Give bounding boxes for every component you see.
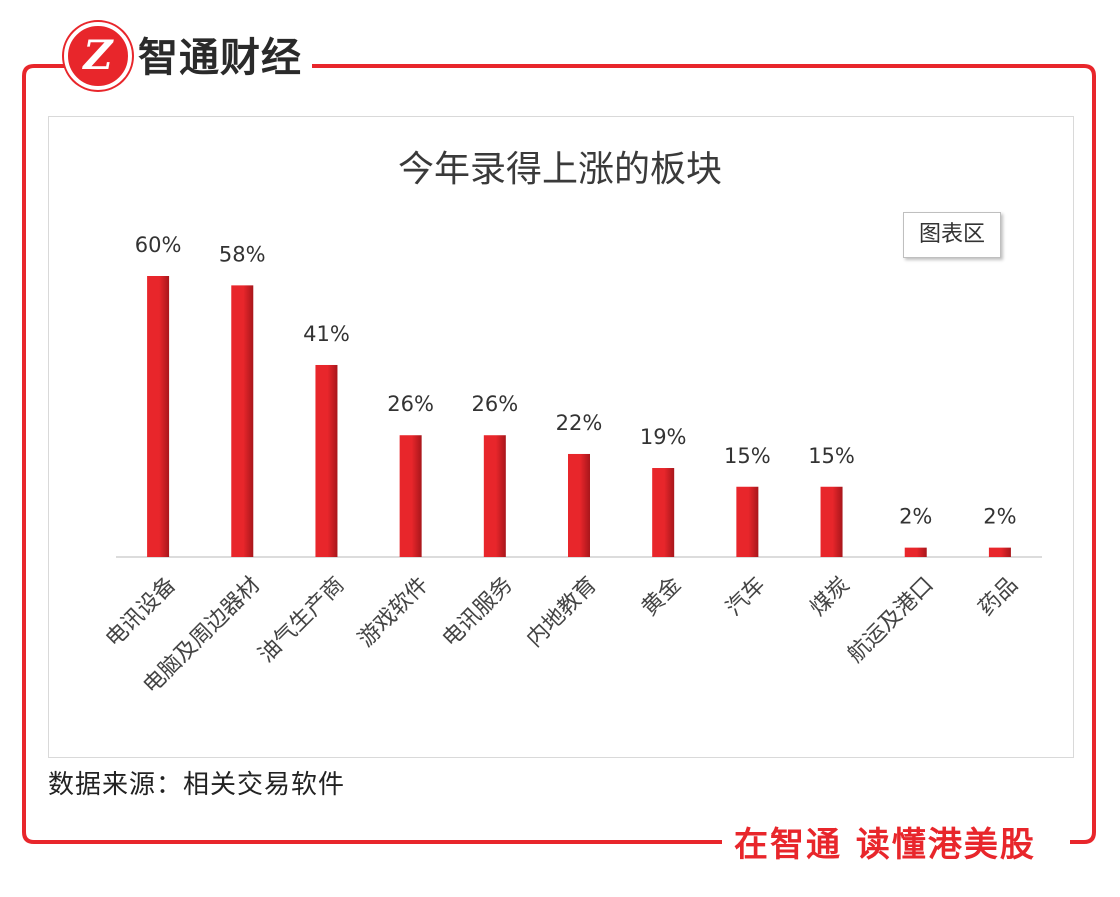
- category-label-6: 内地教育: [522, 572, 602, 652]
- category-label-1: 电讯设备: [101, 572, 181, 652]
- category-label-9: 煤炭: [806, 572, 855, 621]
- data-label-5: 26%: [471, 392, 518, 416]
- chart-area-button[interactable]: 图表区: [903, 212, 1001, 258]
- slogan: 在智通 读懂港美股: [722, 820, 1050, 870]
- bar-7[interactable]: [652, 468, 675, 557]
- logo-mark-icon: Z: [83, 32, 113, 79]
- bar-8[interactable]: [736, 486, 759, 557]
- data-label-8: 15%: [724, 444, 771, 468]
- bar-6[interactable]: [568, 453, 590, 557]
- bar-1[interactable]: [147, 276, 170, 557]
- category-label-4: 游戏软件: [354, 572, 434, 652]
- bar-3[interactable]: [315, 364, 338, 557]
- bar-4[interactable]: [399, 435, 422, 557]
- brand-name: 智通财经: [134, 30, 312, 86]
- data-label-1: 60%: [135, 233, 182, 257]
- bar-10[interactable]: [904, 547, 927, 557]
- bar-9[interactable]: [820, 486, 843, 557]
- data-label-6: 22%: [556, 411, 603, 435]
- data-label-3: 41%: [303, 322, 350, 346]
- brand-logo: Z: [64, 22, 132, 90]
- bar-11[interactable]: [988, 547, 1011, 557]
- category-label-11: 药品: [974, 572, 1023, 621]
- data-label-4: 26%: [387, 392, 434, 416]
- category-label-10: 航运及港口: [843, 572, 938, 667]
- category-label-5: 电讯服务: [438, 572, 518, 652]
- data-label-10: 2%: [899, 505, 932, 529]
- data-label-7: 19%: [640, 425, 687, 449]
- chart-title: 今年录得上涨的板块: [397, 149, 722, 190]
- bar-5[interactable]: [483, 435, 506, 557]
- category-label-3: 油气生产商: [254, 572, 349, 667]
- data-label-11: 2%: [983, 505, 1016, 529]
- data-label-2: 58%: [219, 242, 266, 266]
- source-note: 数据来源：相关交易软件: [48, 770, 346, 800]
- bar-2[interactable]: [231, 285, 254, 557]
- category-label-8: 汽车: [722, 572, 771, 621]
- category-label-7: 黄金: [637, 572, 686, 621]
- data-label-9: 15%: [808, 444, 855, 468]
